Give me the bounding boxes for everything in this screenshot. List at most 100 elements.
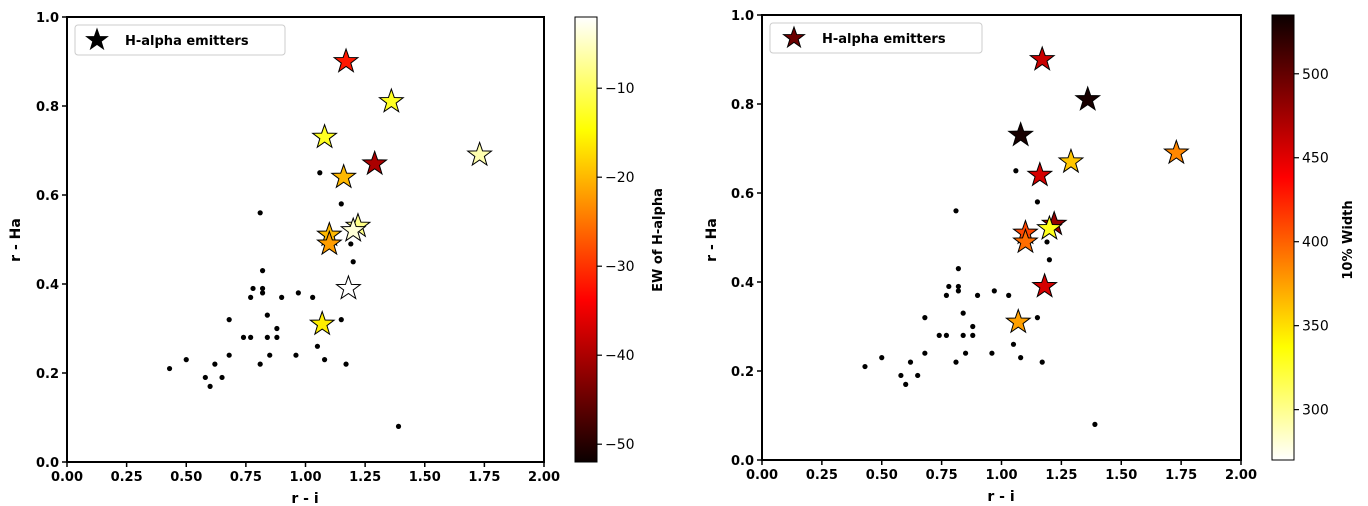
left-legend-label: H-alpha emitters [125, 34, 249, 49]
right-background-point [936, 332, 942, 338]
left-background-point [274, 325, 280, 332]
right-background-point [960, 332, 966, 338]
right-colorbar-tick-label: 450 [1302, 151, 1329, 167]
right-background-point [955, 283, 961, 290]
right-background-point [955, 266, 961, 272]
right-background-point [1046, 257, 1052, 263]
right-background-point [907, 359, 914, 365]
right-legend-star-icon [782, 25, 806, 49]
right-y-tick-label: 0.6 [731, 187, 754, 202]
right-background-point [955, 288, 961, 294]
right-y-tick-label: 0.4 [731, 276, 754, 291]
right-background-point [1013, 168, 1019, 174]
right-emitter-star [1028, 45, 1056, 71]
right-emitter-star [1026, 161, 1054, 187]
right-background-point [953, 208, 959, 214]
right-colorbar-tick-label: 350 [1302, 319, 1329, 335]
right-background-point [1034, 315, 1041, 321]
right-legend-label: H-alpha emitters [822, 32, 946, 47]
left-colorbar-tick-label: −20 [605, 170, 635, 186]
left-colorbar-label: EW of H-alpha [651, 188, 666, 292]
left-emitter-star [330, 163, 357, 189]
right-y-tick-label: 0.0 [731, 454, 754, 469]
right-emitter-star [1074, 85, 1102, 111]
right-y-tick-label: 1.0 [731, 9, 754, 24]
right-background-point [962, 350, 969, 356]
left-panel: 0.00 0.25 0.50 0.75 1.00 1.25 1.50 1.75 2.00 0.0… [8, 11, 666, 506]
left-x-tick-label: 0.75 [230, 470, 262, 485]
left-colorbar-ticks: −10 −20 −30 −40 −50 [597, 81, 635, 453]
left-colorbar-tick-label: −50 [605, 437, 635, 453]
right-colorbar-tick-label: 400 [1302, 235, 1329, 251]
left-background-point [395, 423, 402, 429]
left-colorbar: −10 −20 −30 −40 −50 EW of H-alpha [574, 16, 666, 463]
left-background-point [202, 374, 208, 381]
left-background-point [250, 285, 256, 292]
right-x-tick-label: 0.00 [746, 468, 778, 483]
left-plot-marks [166, 47, 493, 429]
right-background-point [970, 332, 976, 338]
left-emitter-star [332, 47, 360, 73]
right-legend-box [769, 22, 983, 54]
right-background-point [953, 359, 959, 365]
right-background-point [1044, 239, 1050, 245]
left-legend: H-alpha emitters [74, 24, 286, 56]
right-x-tick-label: 1.50 [1105, 468, 1137, 483]
right-background-point [974, 292, 981, 298]
left-y-ticks: 0.0 0.2 0.4 0.6 0.8 1.0 [36, 11, 67, 471]
left-x-tick-label: 2.00 [528, 470, 560, 485]
left-background-point [338, 317, 344, 323]
right-background-point [989, 350, 995, 356]
right-x-tick-label: 1.25 [1045, 468, 1077, 483]
left-background-point [293, 352, 299, 358]
left-x-tick-label: 1.00 [289, 470, 321, 485]
left-background-point [226, 352, 232, 358]
right-background-point [1018, 355, 1024, 361]
left-colorbar-tick-label: −10 [605, 81, 635, 97]
right-background-point [946, 283, 952, 290]
right-emitter-star [1163, 138, 1190, 165]
right-y-tick-label: 0.2 [731, 365, 754, 380]
right-emitter-star [1012, 227, 1039, 254]
right-x-tick-label: 0.50 [866, 468, 898, 483]
left-background-point [348, 241, 354, 247]
left-background-point [314, 343, 321, 349]
left-emitter-star [308, 310, 336, 336]
left-background-point [259, 285, 266, 292]
left-background-point [212, 361, 218, 367]
left-background-point [295, 290, 301, 296]
right-background-point [991, 288, 997, 294]
left-x-tick-label: 1.25 [349, 470, 381, 485]
left-plot-frame [66, 16, 545, 463]
right-x-tick-label: 0.75 [926, 468, 958, 483]
right-background-point [960, 310, 966, 316]
right-y-ticks: 0.0 0.2 0.4 0.6 0.8 1.0 [731, 9, 762, 469]
left-colorbar-tick-label: −40 [605, 348, 635, 364]
right-background-point [903, 381, 909, 387]
right-emitter-star [1007, 121, 1034, 147]
right-x-axis-label: r - i [987, 489, 1014, 505]
left-background-point [248, 294, 254, 300]
right-plot-marks [862, 45, 1190, 427]
right-emitter-star [1057, 147, 1085, 174]
right-background-point [970, 323, 976, 330]
left-colorbar-gradient [574, 16, 598, 463]
right-colorbar-ticks: 300 350 400 450 500 [1294, 67, 1329, 419]
right-colorbar-label: 10% Width [1341, 200, 1356, 279]
left-background-point [343, 361, 349, 367]
left-x-tick-label: 0.50 [170, 470, 202, 485]
right-emitter-star [1036, 214, 1063, 240]
left-background-point [183, 357, 189, 363]
left-background-point [350, 259, 356, 265]
right-background-point [922, 315, 928, 321]
left-background-point [279, 294, 285, 300]
left-background-point [240, 334, 247, 340]
left-background-point [338, 201, 344, 207]
right-background-point [1010, 341, 1017, 347]
right-colorbar-gradient [1271, 14, 1295, 461]
right-background-point [862, 363, 868, 370]
right-y-axis-label: r - Ha [704, 218, 720, 262]
right-background-point [1092, 421, 1098, 427]
right-colorbar-tick-label: 300 [1302, 403, 1329, 419]
right-legend: H-alpha emitters [769, 22, 983, 54]
